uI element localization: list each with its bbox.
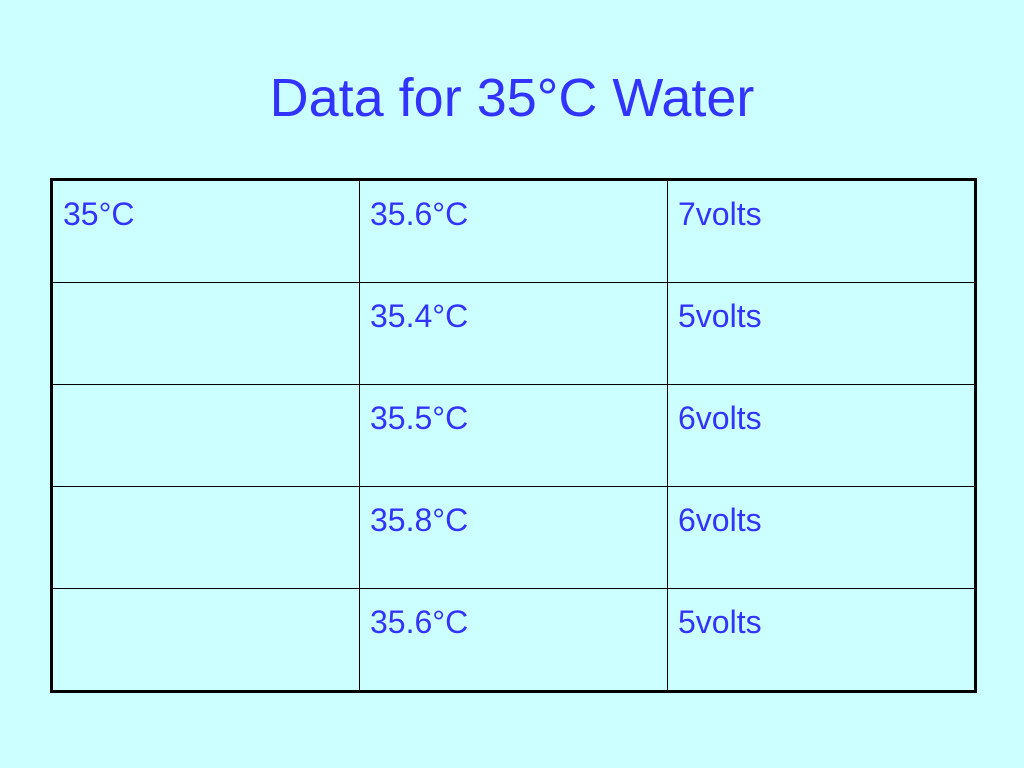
table-cell: 35.6°C [359,179,668,283]
table-cell: 35°C [51,179,360,283]
table-row: 35°C 35.6°C 7volts [51,179,976,283]
table-row: 35.4°C 5volts [51,282,976,385]
table-cell: 35.4°C [359,282,668,385]
table-cell [51,486,360,589]
table-cell: 7volts [667,179,976,283]
slide-title: Data for 35°C Water [269,68,755,128]
table-cell: 35.8°C [359,486,668,589]
table-cell: 6volts [667,486,976,589]
data-table: 35°C 35.6°C 7volts 35.4°C 5volts 35.5°C … [50,178,977,693]
table-cell [51,588,360,692]
table-cell: 35.5°C [359,384,668,487]
table-cell: 35.6°C [359,588,668,692]
table-cell [51,282,360,385]
table-cell: 5volts [667,282,976,385]
table-row: 35.8°C 6volts [51,486,976,589]
table-row: 35.6°C 5volts [51,588,976,692]
table-cell [51,384,360,487]
table-row: 35.5°C 6volts [51,384,976,487]
table-cell: 6volts [667,384,976,487]
table-cell: 5volts [667,588,976,692]
